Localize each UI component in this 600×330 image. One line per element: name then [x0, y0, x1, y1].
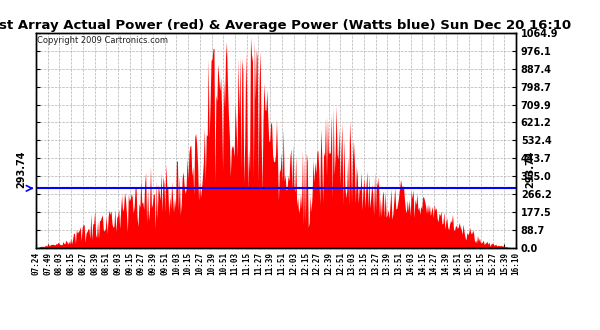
Text: 293.74: 293.74 [526, 151, 536, 188]
Text: Copyright 2009 Cartronics.com: Copyright 2009 Cartronics.com [37, 36, 168, 45]
Title: East Array Actual Power (red) & Average Power (Watts blue) Sun Dec 20 16:10: East Array Actual Power (red) & Average … [0, 19, 571, 32]
Text: 293.74: 293.74 [17, 151, 26, 188]
